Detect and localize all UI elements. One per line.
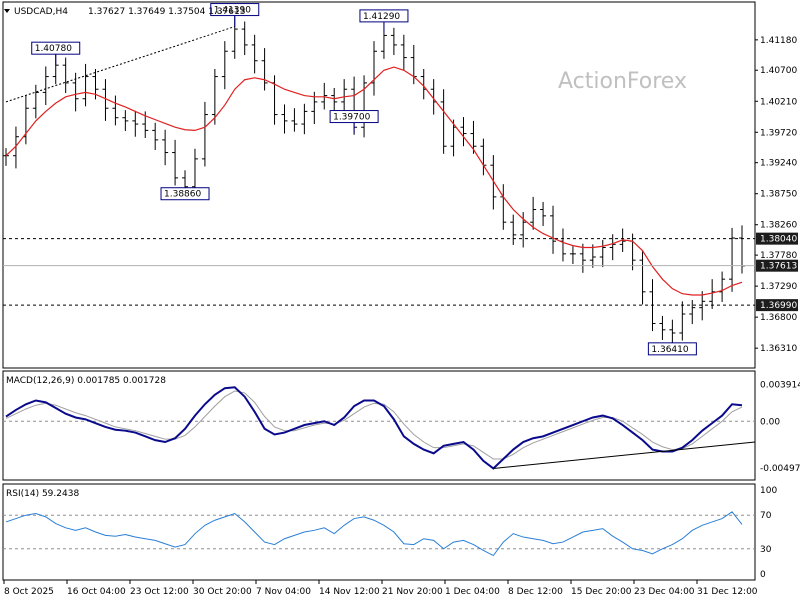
price-tick-label: 1.36310: [760, 344, 797, 354]
time-tick-label: 8 Dec 12:00: [508, 587, 563, 597]
price-callout-label: 1.40780: [35, 44, 72, 54]
price-callout-label: 1.39700: [333, 113, 370, 123]
macd-panel[interactable]: [3, 386, 756, 470]
moving-average-line: [5, 66, 743, 296]
price-tick-label: 1.39720: [760, 128, 797, 138]
macd-tick-label: -0.00497: [760, 464, 800, 474]
rsi-tick-label: 30: [760, 545, 772, 555]
price-tick-label: 1.41180: [760, 36, 797, 46]
time-tick-label: 30 Oct 20:00: [193, 587, 252, 597]
symbol-label: USDCAD,H4: [14, 7, 68, 17]
price-callout-label: 1.41390: [214, 6, 251, 16]
price-frame: [2, 1, 756, 369]
rsi-title: RSI(14) 59.2438: [6, 489, 79, 499]
level-price-tag: [756, 232, 798, 245]
time-tick-label: 1 Dec 04:00: [445, 587, 500, 597]
current-price-tag: [756, 259, 798, 272]
macd-line: [5, 386, 743, 470]
price-callout-label: 1.41290: [363, 12, 400, 22]
current-price-tag-label: 1.37613: [760, 262, 797, 272]
time-tick-label: 7 Nov 04:00: [256, 587, 311, 597]
price-callout-label: 1.38860: [164, 190, 201, 200]
time-tick-label: 15 Dec 20:00: [571, 587, 632, 597]
dropdown-triangle-icon[interactable]: [4, 9, 10, 13]
time-tick-label: 14 Nov 12:00: [319, 587, 380, 597]
rsi-tick-label: 0: [760, 570, 766, 580]
macd-title: MACD(12,26,9) 0.001785 0.001728: [6, 376, 166, 386]
trendline: [5, 26, 235, 103]
time-tick-label: 31 Dec 12:00: [697, 587, 758, 597]
price-tick-label: 1.38260: [760, 221, 797, 231]
level-price-tag: [756, 299, 798, 312]
price-tick-label: 1.40210: [760, 97, 797, 107]
rsi-tick-label: 100: [760, 486, 777, 496]
rsi-frame: [2, 483, 756, 581]
watermark: ActionForex: [558, 69, 687, 94]
rsi-line: [5, 511, 743, 557]
level-price-tag-label: 1.38040: [760, 235, 797, 245]
rsi-panel[interactable]: [3, 511, 755, 557]
chart-header: USDCAD,H4 1.37627 1.37649 1.37504 1.3761…: [4, 7, 245, 17]
price-tick-label: 1.39240: [760, 159, 797, 169]
price-callout-label: 1.36410: [651, 345, 688, 355]
price-tick-label: 1.37780: [760, 251, 797, 261]
macd-tick-label: 0.00: [760, 417, 780, 427]
ohlc-readout: 1.37627 1.37649 1.37504 1.37613: [88, 7, 245, 17]
macd-frame: [2, 370, 756, 481]
time-tick-label: 21 Nov 20:00: [382, 587, 443, 597]
price-panel[interactable]: 1.41390 1.40780 1.41290 1.39700 1.38860 1.364…: [3, 3, 755, 356]
macd-tick-label: 0.003914: [760, 380, 800, 390]
time-tick-label: 8 Oct 2025: [4, 587, 54, 597]
price-tick-label: 1.40700: [760, 66, 797, 76]
price-tick-label: 1.37290: [760, 282, 797, 292]
level-price-tag-label: 1.36990: [760, 301, 797, 311]
panel-frames: [2, 1, 756, 581]
axis-labels: 1.41180 1.40700 1.40210 1.39720 1.39240 1.387…: [3, 36, 800, 597]
time-tick-label: 23 Oct 12:00: [130, 587, 189, 597]
time-tick-label: 23 Dec 04:00: [634, 587, 695, 597]
macd-signal-line: [5, 390, 743, 460]
price-tick-label: 1.38750: [760, 190, 797, 200]
price-tick-label: 1.36800: [760, 313, 797, 323]
macd-trendline: [493, 441, 756, 469]
time-tick-label: 16 Oct 04:00: [67, 587, 126, 597]
rsi-tick-label: 70: [760, 511, 772, 521]
